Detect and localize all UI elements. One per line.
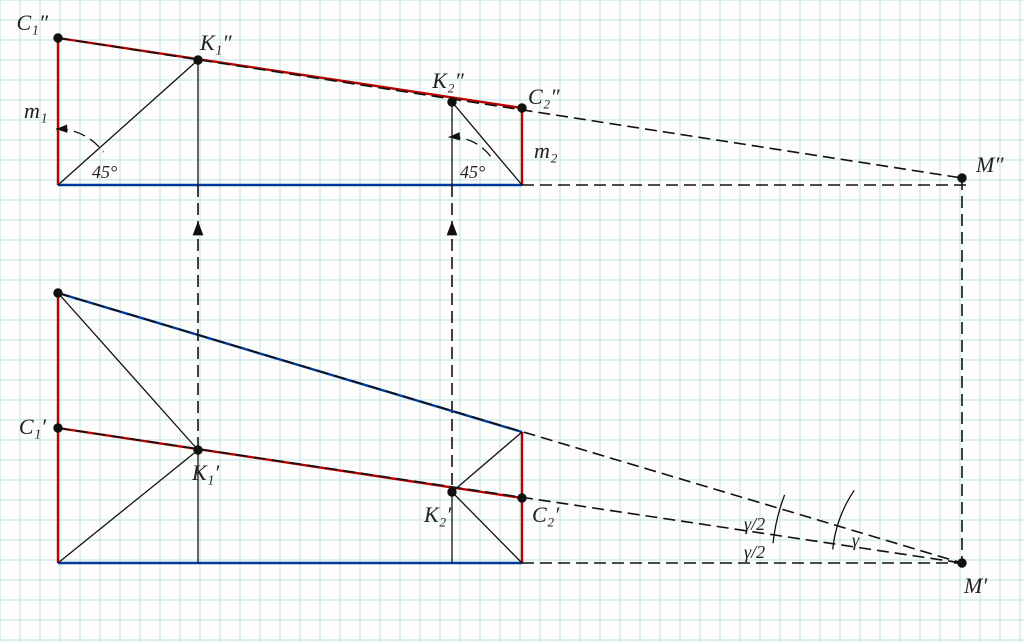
label-45-left: 45° bbox=[92, 162, 117, 182]
label-45-right: 45° bbox=[460, 162, 485, 182]
label-m-top: M″ bbox=[975, 152, 1004, 177]
label-m1: m₁ bbox=[24, 98, 48, 123]
label-gamma-half-upper: γ/2 bbox=[744, 514, 765, 534]
label-m2: m₂ bbox=[534, 138, 558, 163]
label-k2-bot: K₂′ bbox=[423, 502, 452, 527]
label-c2-top: C₂″ bbox=[528, 84, 560, 109]
label-c1-bot: C₁′ bbox=[19, 414, 47, 439]
label-k1-bot: K₁′ bbox=[191, 460, 220, 485]
label-c2-bot: C₂′ bbox=[532, 502, 560, 527]
label-k2-top: K₂″ bbox=[431, 68, 464, 93]
label-c1-top: C₁″ bbox=[17, 10, 49, 35]
label-k1-top: K₁″ bbox=[199, 30, 232, 55]
label-gamma: γ bbox=[852, 530, 860, 550]
label-m-bot: M′ bbox=[963, 573, 988, 598]
label-gamma-half-lower: γ/2 bbox=[744, 542, 765, 562]
diagram-canvas: C₁″ K₁″ K₂″ C₂″ M″ m₁ m₂ 45° 45° C₁′ K₁′ K₂′ C₂′ M′ γ/… bbox=[0, 0, 1024, 642]
